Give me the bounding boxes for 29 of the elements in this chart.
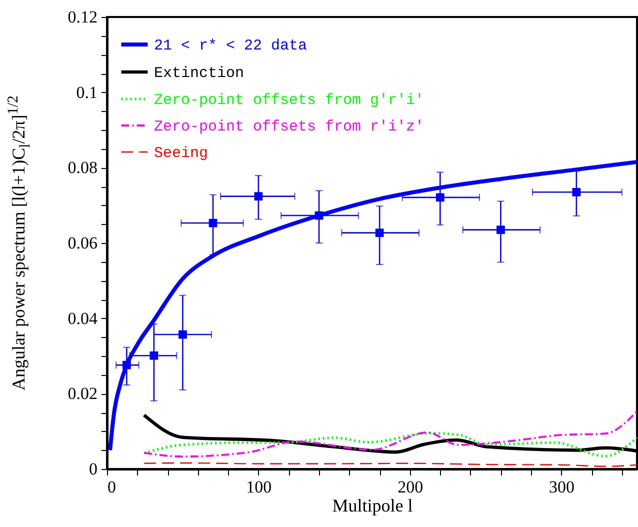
x-axis-title: Multipole l: [332, 496, 413, 516]
legend-label: 21 < r* < 22 data: [154, 38, 308, 54]
x-tick-label: 300: [549, 478, 575, 496]
x-tick-label: 200: [398, 478, 424, 496]
point: [314, 211, 324, 220]
point: [150, 351, 158, 360]
point: [436, 193, 444, 202]
point: [375, 228, 384, 238]
y-tick-label: 0.12: [68, 8, 98, 26]
y-tick-label: 0.08: [68, 158, 98, 178]
y-tick-label: 0.06: [68, 234, 98, 252]
y-tick-label: 0.04: [68, 308, 98, 328]
point: [122, 360, 131, 370]
y-tick-label: 0: [89, 460, 98, 478]
point: [178, 330, 187, 339]
legend-label: Zero-point offsets from r'i'z': [154, 118, 424, 136]
x-tick-label: 100: [246, 478, 272, 496]
legend-label: Zero-point offsets from g'r'i': [154, 92, 424, 109]
legend-label: Seeing: [154, 145, 208, 162]
line-series: [108, 160, 637, 452]
x-tick-label: 0: [108, 478, 116, 496]
y-tick-label: 0.1: [76, 82, 98, 102]
point: [208, 218, 218, 228]
line-series: [142, 432, 637, 458]
point: [496, 226, 505, 234]
y-tick-label: 0.02: [68, 384, 98, 404]
legend-label: Extinction: [154, 65, 244, 82]
point: [572, 188, 581, 196]
point: [254, 192, 263, 200]
